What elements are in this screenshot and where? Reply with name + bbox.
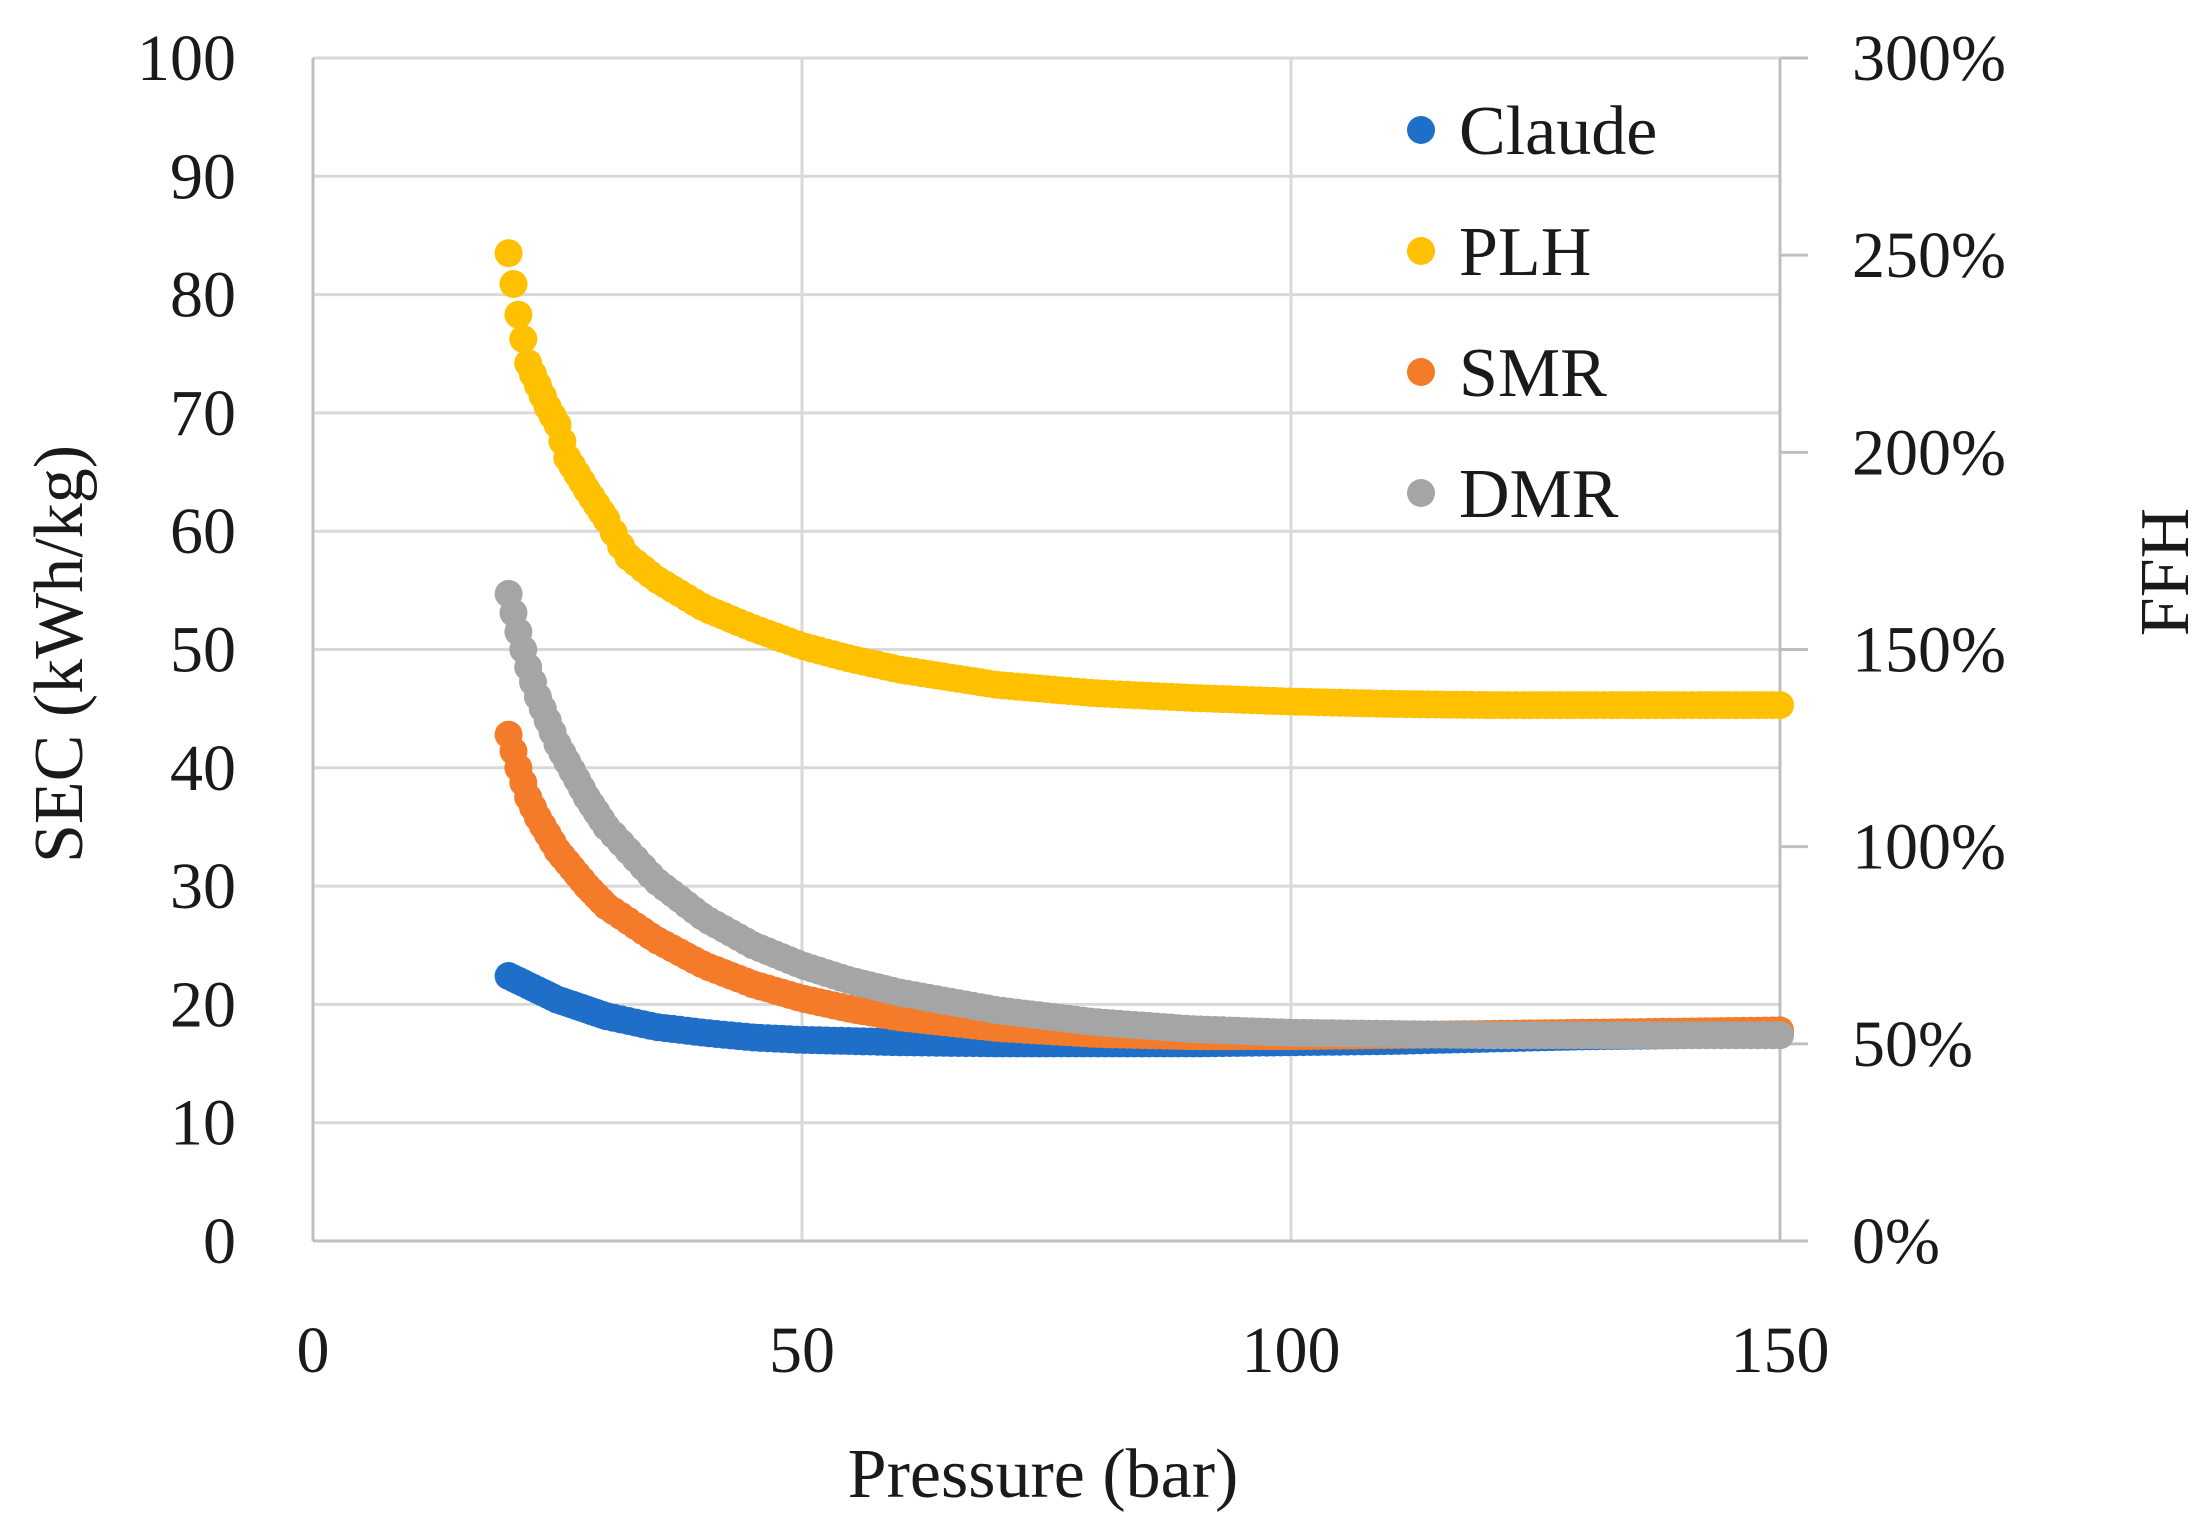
data-point	[1766, 1021, 1794, 1050]
x-axis-label: Pressure (bar)	[848, 1436, 1239, 1513]
x-tick-label: 0	[297, 1314, 330, 1387]
y-axis-label: SEC (kWh/kg)	[21, 445, 98, 863]
legend-label: Claude	[1459, 93, 1657, 170]
y-tick-label: 60	[170, 495, 236, 568]
y-tick-label: 10	[170, 1087, 236, 1160]
y2-tick-label: 0%	[1852, 1205, 1940, 1278]
y-tick-label: 70	[170, 377, 236, 450]
legend: Claude PLH SMR DMR	[1407, 93, 1657, 533]
y-tick-label: 100	[137, 22, 236, 95]
y2-tick-label: 50%	[1852, 1008, 1973, 1081]
legend-item-dmr: DMR	[1407, 456, 1619, 533]
y-tick-label: 40	[170, 732, 236, 805]
y2-tick-label: 250%	[1852, 219, 2006, 292]
legend-marker	[1407, 479, 1435, 507]
legend-marker	[1407, 237, 1435, 265]
y-tick-label: 90	[170, 140, 236, 213]
y-tick-label: 30	[170, 850, 236, 923]
series-dmr	[494, 579, 1794, 1050]
y2-tick-label: 100%	[1852, 811, 2006, 884]
legend-label: SMR	[1459, 335, 1607, 412]
data-point	[504, 300, 533, 329]
series-plh	[494, 239, 1794, 720]
x-tick-label: 100	[1242, 1314, 1341, 1387]
y2-tick-label: 200%	[1852, 416, 2006, 489]
data-points	[494, 239, 1794, 1058]
x-tick-label: 50	[769, 1314, 835, 1387]
y-tick-label: 20	[170, 968, 236, 1041]
legend-marker	[1407, 116, 1435, 144]
legend-label: PLH	[1459, 214, 1591, 291]
legend-item-smr: SMR	[1407, 335, 1607, 412]
data-point	[499, 270, 528, 298]
x-tick-label: 150	[1731, 1314, 1830, 1387]
legend-item-claude: Claude	[1407, 93, 1657, 170]
data-point	[509, 325, 538, 353]
y2-tick-label: 300%	[1852, 22, 2006, 95]
y-tick-label: 0	[203, 1205, 236, 1278]
legend-marker	[1407, 358, 1435, 386]
y-tick-label: 50	[170, 614, 236, 687]
y2-axis-label: FFH	[2127, 508, 2204, 636]
data-point	[494, 239, 523, 268]
y-tick-label: 80	[170, 259, 236, 332]
data-point	[1766, 691, 1794, 720]
tick-labels: 0 10 20 30 40 50 60 70 80 90 100 0 50 100 150 0% 50% 100%…	[137, 22, 2006, 1387]
y2-tick-label: 150%	[1852, 614, 2006, 687]
legend-item-plh: PLH	[1407, 214, 1591, 291]
legend-label: DMR	[1459, 456, 1619, 533]
